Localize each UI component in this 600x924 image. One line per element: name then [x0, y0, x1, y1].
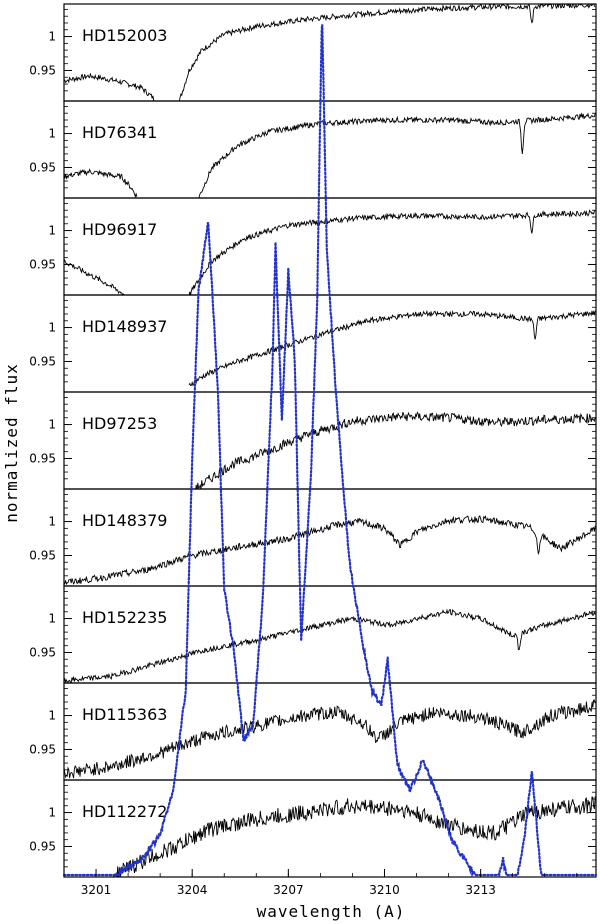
- panel-hd112272: 0.95 1 HD112272: [29, 779, 597, 878]
- y-tick-label: 0.95: [29, 257, 56, 271]
- y-tick-label: 1: [48, 806, 56, 820]
- x-tick-label: 3207: [273, 883, 304, 897]
- y-tick-label: 1: [48, 612, 56, 626]
- y-tick-label: 1: [48, 321, 56, 335]
- y-tick-label: 1: [48, 709, 56, 723]
- spectrum-line-hd76341: [64, 112, 596, 198]
- panel-hd76341: 0.95 1 HD76341: [29, 100, 597, 199]
- spectrum-line-hd96917: [64, 209, 596, 295]
- y-tick-label: 0.95: [29, 645, 56, 659]
- y-tick-label: 0.95: [29, 160, 56, 174]
- panel-label: HD97253: [82, 414, 157, 433]
- panel-hd148937: 0.95 1 HD148937: [29, 294, 597, 393]
- panel-frame: [63, 197, 597, 296]
- spectrum-line-hd112272: [112, 796, 596, 877]
- panel-frame: [63, 100, 597, 199]
- spectrum-line-hd148937: [188, 309, 596, 387]
- panel-label: HD152003: [82, 26, 167, 45]
- y-tick-label: 0.95: [29, 354, 56, 368]
- panel-frame: [63, 391, 597, 490]
- panel-hd115363: 0.95 1 HD115363: [29, 682, 597, 781]
- x-axis-title: wavelength (A): [257, 902, 406, 921]
- y-tick-label: 0.95: [29, 742, 56, 756]
- y-axis-title: normalized flux: [2, 363, 21, 523]
- spectrum-line-hd115363: [64, 699, 596, 779]
- panel-label: HD96917: [82, 220, 157, 239]
- x-axis: 3201 3204 3207 3210 3213: [63, 869, 578, 897]
- spectrum-line-hd97253: [195, 411, 596, 489]
- dotted-overlay: [62, 24, 598, 878]
- x-tick-label: 3201: [81, 883, 112, 897]
- panel-label: HD112272: [82, 802, 167, 821]
- panel-frame: [63, 779, 597, 878]
- y-tick-label: 0.95: [29, 451, 56, 465]
- x-tick-label: 3213: [465, 883, 496, 897]
- panel-label: HD148379: [82, 511, 167, 530]
- panel-label: HD148937: [82, 317, 167, 336]
- x-tick-label: 3210: [369, 883, 400, 897]
- x-tick-label: 3204: [177, 883, 208, 897]
- y-tick-label: 1: [48, 127, 56, 141]
- spectrum-line-hd152235: [64, 608, 596, 683]
- y-tick-label: 1: [48, 224, 56, 238]
- y-tick-label: 0.95: [29, 839, 56, 853]
- y-tick-label: 1: [48, 30, 56, 44]
- panel-hd97253: 0.95 1 HD97253: [29, 391, 597, 490]
- spectrum-line-hd148379: [64, 514, 596, 586]
- y-tick-label: 1: [48, 418, 56, 432]
- panel-hd152235: 0.95 1 HD152235: [29, 585, 597, 684]
- panel-label: HD152235: [82, 608, 167, 627]
- panel-hd96917: 0.95 1 HD96917: [29, 197, 597, 296]
- y-tick-label: 0.95: [29, 63, 56, 77]
- panel-hd152003: 0.95 1 HD152003: [29, 3, 597, 102]
- y-tick-label: 1: [48, 515, 56, 529]
- dotted-series-line: [62, 24, 598, 878]
- y-tick-label: 0.95: [29, 548, 56, 562]
- panel-label: HD115363: [82, 705, 167, 724]
- panel-label: HD76341: [82, 123, 157, 142]
- panel-hd148379: 0.95 1 HD148379: [29, 488, 597, 587]
- spectrum-line-hd152003: [64, 4, 596, 101]
